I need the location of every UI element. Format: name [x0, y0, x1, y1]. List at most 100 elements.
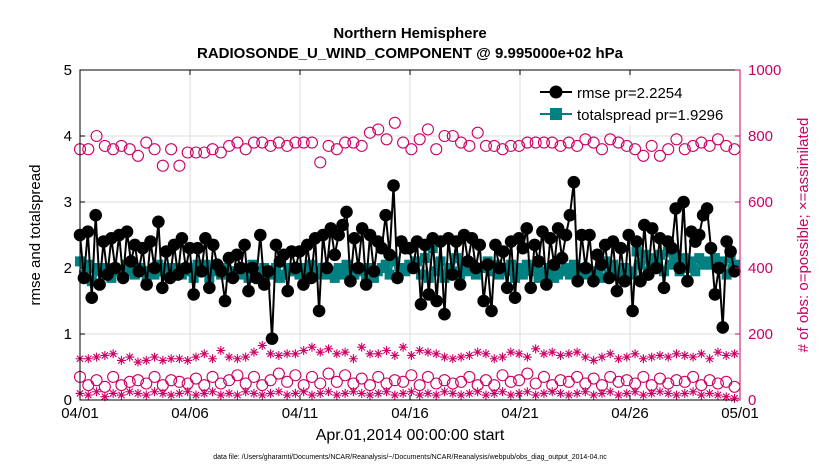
rmse-point: [610, 284, 624, 298]
obs-assimilated-marker: [266, 388, 276, 398]
obs-possible-marker: [305, 136, 319, 149]
obs-assimilated-marker: [547, 387, 557, 397]
obs-assimilated-marker: [100, 392, 110, 402]
obs-assimilated-marker: [630, 387, 640, 397]
obs-assimilated-marker: [191, 390, 201, 400]
obs-possible-marker: [148, 143, 161, 156]
rmse-point: [414, 298, 428, 311]
obs-possible-marker: [703, 374, 716, 387]
obs-possible-marker: [421, 123, 435, 136]
obs-possible-marker: [289, 369, 302, 382]
obs-possible-marker: [305, 370, 319, 383]
totalspread-point: [412, 256, 423, 267]
rmse-point: [336, 218, 349, 232]
obs-possible-marker: [504, 375, 517, 388]
obs-possible-marker: [537, 370, 550, 383]
rmse-point: [587, 274, 600, 288]
totalspread-point: [627, 269, 638, 280]
rmse-point: [477, 294, 490, 308]
obs-assimilated-marker: [489, 354, 499, 364]
obs-possible-marker: [687, 370, 700, 383]
rmse-point: [716, 321, 730, 334]
obs-possible-marker: [496, 369, 509, 382]
rmse-point: [567, 175, 581, 189]
obs-assimilated-marker: [274, 350, 284, 360]
obs-possible-marker: [322, 367, 335, 380]
totalspread-point: [337, 269, 348, 280]
obs-assimilated-marker: [663, 388, 673, 398]
obs-assimilated-marker: [539, 388, 549, 398]
legend-totalspread-label: totalspread pr=1.9296: [577, 107, 723, 124]
totalspread-point: [690, 266, 701, 277]
totalspread-point: [188, 272, 199, 283]
obs-assimilated-marker: [597, 388, 607, 398]
totalspread-point: [435, 256, 446, 267]
y-left-tick-label: 3: [64, 194, 72, 211]
obs-assimilated-marker: [398, 388, 408, 398]
obs-assimilated-marker: [216, 346, 226, 355]
totalspread-point: [658, 266, 669, 277]
obs-possible-marker: [695, 136, 708, 149]
obs-possible-marker: [587, 372, 600, 385]
obs-assimilated-marker: [506, 347, 516, 357]
obs-possible-marker: [140, 136, 153, 149]
rmse-point: [179, 261, 193, 275]
rmse-point: [555, 251, 569, 265]
obs-possible-marker: [397, 136, 410, 149]
totalspread-point: [502, 266, 513, 277]
obs-assimilated-marker: [547, 347, 557, 357]
obs-assimilated-marker: [605, 349, 615, 359]
rmse-point: [348, 232, 361, 245]
obs-possible-marker: [98, 139, 111, 152]
obs-assimilated-marker: [498, 352, 508, 362]
obs-assimilated-marker: [464, 388, 474, 398]
obs-possible-marker: [620, 374, 633, 387]
obs-possible-marker: [82, 143, 95, 156]
rmse-point: [453, 278, 467, 291]
obs-assimilated-marker: [705, 388, 715, 398]
totalspread-point: [666, 259, 677, 270]
obs-assimilated-marker: [83, 390, 93, 400]
rmse-point: [387, 179, 400, 192]
obs-possible-marker: [173, 375, 186, 388]
obs-possible-marker: [123, 143, 136, 156]
rmse-point: [108, 261, 122, 275]
obs-possible-marker: [388, 374, 401, 387]
obs-assimilated-marker: [324, 387, 334, 397]
totalspread-point: [149, 269, 160, 280]
obs-assimilated-marker: [663, 352, 673, 362]
rmse-point: [81, 225, 95, 238]
rmse-point: [234, 261, 247, 275]
footnote: data file: /Users/gharamti/Documents/NCA…: [213, 454, 607, 461]
totalspread-point: [592, 266, 603, 277]
rmse-point: [692, 228, 706, 242]
obs-possible-marker: [430, 377, 443, 390]
obs-assimilated-marker: [415, 346, 425, 355]
totalspread-point: [192, 259, 203, 270]
totalspread-point: [568, 259, 579, 270]
totalspread-point: [608, 259, 619, 270]
rmse-point: [528, 238, 541, 252]
obs-possible-marker: [148, 370, 161, 383]
obs-possible-marker: [206, 370, 219, 383]
series-possible-main-: [73, 116, 741, 172]
obs-assimilated-marker: [672, 390, 682, 400]
totalspread-point: [510, 272, 521, 283]
obs-possible-marker: [463, 370, 476, 383]
totalspread-point: [82, 259, 93, 270]
obs-assimilated-marker: [390, 350, 400, 360]
obs-assimilated-marker: [249, 388, 259, 398]
totalspread-point: [451, 253, 462, 264]
obs-assimilated-marker: [224, 352, 234, 362]
obs-assimilated-marker: [183, 355, 193, 365]
rmse-point: [712, 261, 726, 275]
obs-assimilated-marker: [257, 341, 267, 351]
rmse-point: [645, 222, 659, 235]
obs-assimilated-marker: [481, 390, 491, 400]
rmse-point: [493, 261, 506, 275]
obs-possible-marker: [363, 126, 377, 139]
obs-possible-marker: [198, 146, 211, 159]
obs-possible-marker: [662, 143, 675, 156]
totalspread-point: [341, 259, 352, 270]
obs-possible-marker: [397, 375, 410, 388]
